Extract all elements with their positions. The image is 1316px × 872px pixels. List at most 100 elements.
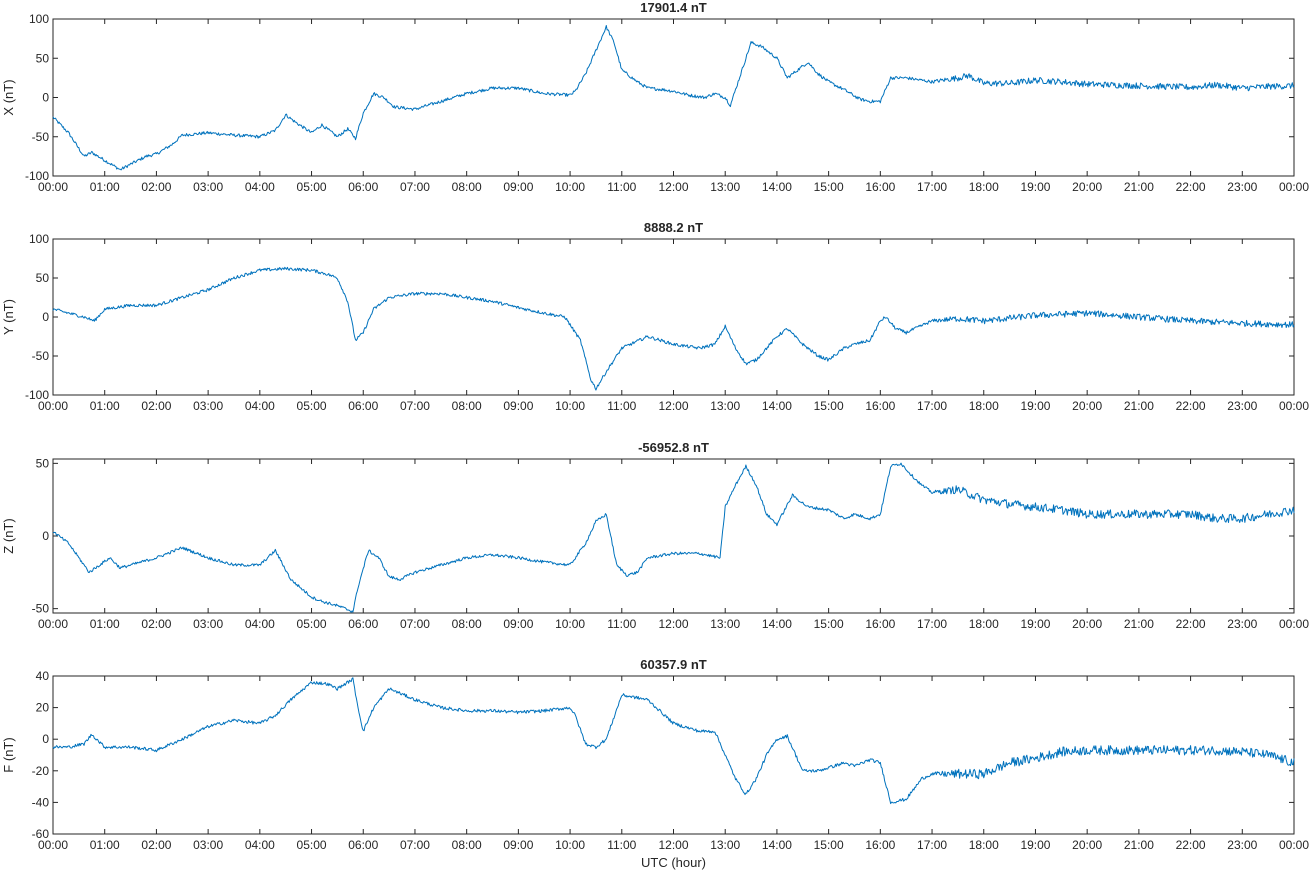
- x-tick-label: 04:00: [245, 399, 275, 413]
- x-tick-label: 07:00: [400, 180, 430, 194]
- x-tick-label: 15:00: [814, 617, 844, 631]
- x-tick-label: 22:00: [1176, 617, 1206, 631]
- x-tick-label: 16:00: [865, 838, 895, 852]
- x-tick-label: 00:00: [1279, 399, 1309, 413]
- x-tick-label: 00:00: [1279, 838, 1309, 852]
- y-axis-label: Z (nT): [1, 518, 16, 553]
- x-tick-label: 05:00: [297, 838, 327, 852]
- y-axis-label: X (nT): [1, 79, 16, 115]
- x-tick-label: 21:00: [1124, 399, 1154, 413]
- x-tick-label: 19:00: [1020, 617, 1050, 631]
- axes-box: [52, 675, 1295, 835]
- y-tick-label: -100: [25, 388, 49, 402]
- x-tick-label: 21:00: [1124, 617, 1154, 631]
- x-tick-label: 14:00: [762, 617, 792, 631]
- x-tick-label: 12:00: [658, 838, 688, 852]
- x-tick-label: 13:00: [710, 180, 740, 194]
- x-tick-label: 04:00: [245, 838, 275, 852]
- panel-title: 17901.4 nT: [640, 0, 707, 15]
- x-tick-label: 17:00: [917, 617, 947, 631]
- y-tick-label: -20: [32, 764, 50, 778]
- x-tick-label: 01:00: [90, 838, 120, 852]
- x-tick-label: 14:00: [762, 180, 792, 194]
- x-tick-label: 02:00: [141, 180, 171, 194]
- x-tick-label: 02:00: [141, 838, 171, 852]
- y-tick-label: 0: [42, 91, 49, 105]
- panel-title: -56952.8 nT: [638, 440, 709, 455]
- x-tick-label: 23:00: [1227, 617, 1257, 631]
- x-tick-label: 00:00: [38, 399, 68, 413]
- x-tick-label: 08:00: [452, 399, 482, 413]
- series-line: [52, 25, 1295, 171]
- x-tick-label: 23:00: [1227, 399, 1257, 413]
- axes-box: [52, 18, 1295, 177]
- x-tick-label: 20:00: [1072, 617, 1102, 631]
- x-tick-label: 07:00: [400, 617, 430, 631]
- x-tick-label: 18:00: [969, 617, 999, 631]
- x-tick-label: 15:00: [814, 399, 844, 413]
- x-tick-label: 19:00: [1020, 399, 1050, 413]
- x-tick-label: 09:00: [503, 617, 533, 631]
- x-tick-label: 11:00: [607, 617, 636, 631]
- panel-title: 60357.9 nT: [640, 657, 707, 672]
- x-tick-label: 20:00: [1072, 838, 1102, 852]
- x-tick-label: 02:00: [141, 617, 171, 631]
- x-tick-label: 17:00: [917, 180, 947, 194]
- x-tick-label: 07:00: [400, 399, 430, 413]
- x-tick-label: 03:00: [193, 399, 223, 413]
- x-tick-label: 00:00: [38, 838, 68, 852]
- x-tick-label: 13:00: [710, 617, 740, 631]
- x-tick-label: 00:00: [38, 180, 68, 194]
- x-tick-label: 05:00: [297, 617, 327, 631]
- y-tick-label: 50: [36, 456, 50, 470]
- x-tick-label: 04:00: [245, 617, 275, 631]
- y-tick-label: -100: [25, 169, 49, 183]
- x-tick-label: 06:00: [348, 180, 378, 194]
- x-tick-label: 10:00: [555, 838, 585, 852]
- y-tick-label: -40: [32, 795, 50, 809]
- x-tick-label: 08:00: [452, 617, 482, 631]
- y-tick-label: 20: [36, 701, 50, 715]
- x-tick-label: 10:00: [555, 617, 585, 631]
- panel-f: 00:00 01:00 02:00 03:00 04:00 05:00 06:00 07:00…: [1, 657, 1309, 870]
- x-tick-label: 13:00: [710, 838, 740, 852]
- x-tick-label: 13:00: [710, 399, 740, 413]
- x-tick-label: 01:00: [90, 399, 120, 413]
- x-tick-label: 16:00: [865, 617, 895, 631]
- x-tick-label: 18:00: [969, 180, 999, 194]
- x-tick-label: 05:00: [297, 399, 327, 413]
- y-tick-label: 0: [42, 310, 49, 324]
- x-tick-label: 08:00: [452, 838, 482, 852]
- x-tick-label: 03:00: [193, 180, 223, 194]
- x-tick-label: 17:00: [917, 399, 947, 413]
- y-tick-label: 100: [29, 232, 49, 246]
- y-tick-label: 100: [29, 12, 49, 26]
- x-tick-label: 21:00: [1124, 180, 1154, 194]
- x-tick-label: 03:00: [193, 838, 223, 852]
- y-axis-label: Y (nT): [1, 299, 16, 335]
- x-tick-label: 04:00: [245, 180, 275, 194]
- axes-box: [52, 238, 1295, 396]
- x-axis-label: UTC (hour): [641, 855, 706, 870]
- x-tick-label: 16:00: [865, 399, 895, 413]
- y-tick-label: 40: [36, 669, 50, 683]
- x-tick-label: 08:00: [452, 180, 482, 194]
- x-tick-label: 00:00: [1279, 617, 1309, 631]
- x-tick-label: 10:00: [555, 180, 585, 194]
- y-tick-label: -50: [32, 130, 50, 144]
- panel-x: 00:00 01:00 02:00 03:00 04:00 05:00 06:00 07:00…: [1, 0, 1309, 194]
- x-tick-label: 23:00: [1227, 180, 1257, 194]
- x-tick-label: 16:00: [865, 180, 895, 194]
- x-tick-label: 22:00: [1176, 838, 1206, 852]
- x-tick-label: 09:00: [503, 838, 533, 852]
- y-tick-label: 0: [42, 529, 49, 543]
- x-tick-label: 11:00: [607, 180, 636, 194]
- x-tick-label: 14:00: [762, 399, 792, 413]
- x-tick-label: 06:00: [348, 399, 378, 413]
- x-tick-label: 22:00: [1176, 399, 1206, 413]
- series-line: [52, 462, 1295, 613]
- x-tick-label: 00:00: [1279, 180, 1309, 194]
- x-tick-label: 09:00: [503, 399, 533, 413]
- y-axis-label: F (nT): [1, 737, 16, 772]
